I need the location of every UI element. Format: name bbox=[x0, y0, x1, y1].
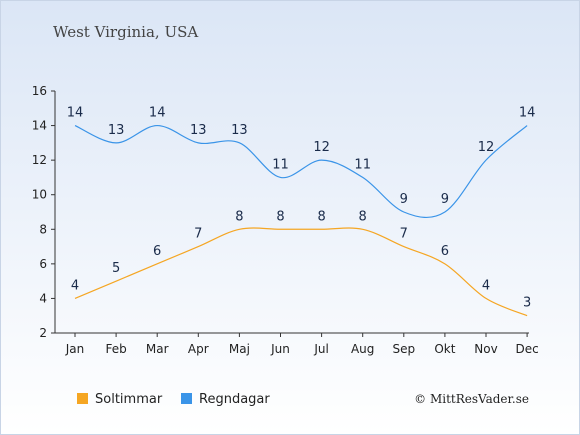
data-label-soltimmar: 4 bbox=[71, 278, 79, 293]
x-tick-label: Dec bbox=[515, 342, 538, 356]
x-tick-label: Jul bbox=[313, 342, 328, 356]
data-label-regndagar: 12 bbox=[313, 140, 330, 155]
data-label-regndagar: 9 bbox=[400, 192, 408, 207]
y-tick-label: 16 bbox=[32, 84, 47, 98]
y-tick-label: 2 bbox=[39, 326, 47, 340]
y-ticks: 2 4 6 8 10 12 14 16 bbox=[32, 84, 55, 340]
data-labels: 4 5 6 7 8 8 8 8 7 6 4 3 14 13 14 13 13 11 12 11 9 9 12 14 bbox=[67, 106, 536, 311]
legend-swatch-soltimmar bbox=[77, 393, 88, 404]
data-label-soltimmar: 8 bbox=[359, 209, 367, 224]
y-tick-label: 14 bbox=[32, 119, 47, 133]
data-label-regndagar: 11 bbox=[272, 157, 289, 172]
data-label-regndagar: 14 bbox=[149, 106, 166, 121]
data-label-soltimmar: 3 bbox=[523, 296, 531, 311]
data-label-regndagar: 13 bbox=[190, 123, 207, 138]
y-tick-label: 10 bbox=[32, 188, 47, 202]
data-label-soltimmar: 8 bbox=[276, 209, 284, 224]
chart-title: West Virginia, USA bbox=[53, 23, 198, 41]
data-label-soltimmar: 7 bbox=[194, 227, 202, 242]
y-tick-label: 12 bbox=[32, 153, 47, 167]
x-tick-label: Mar bbox=[146, 342, 169, 356]
legend-swatch-regndagar bbox=[181, 393, 192, 404]
data-label-soltimmar: 7 bbox=[400, 227, 408, 242]
x-tick-label: Jun bbox=[270, 342, 290, 356]
data-label-regndagar: 11 bbox=[354, 157, 371, 172]
x-tick-label: Maj bbox=[229, 342, 250, 356]
series-layer bbox=[74, 124, 528, 317]
legend: Soltimmar Regndagar bbox=[77, 392, 270, 407]
x-tick-label: Apr bbox=[188, 342, 209, 356]
x-tick-label: Sep bbox=[392, 342, 415, 356]
data-label-soltimmar: 8 bbox=[317, 209, 325, 224]
x-tick-label: Jan bbox=[65, 342, 85, 356]
x-tick-label: Feb bbox=[105, 342, 126, 356]
data-label-regndagar: 14 bbox=[519, 106, 536, 121]
series-line-soltimmar bbox=[74, 227, 528, 317]
data-label-soltimmar: 6 bbox=[441, 244, 449, 259]
data-label-regndagar: 12 bbox=[478, 140, 495, 155]
data-label-regndagar: 9 bbox=[441, 192, 449, 207]
legend-label-soltimmar: Soltimmar bbox=[95, 392, 163, 407]
data-label-regndagar: 13 bbox=[231, 123, 248, 138]
y-tick-label: 6 bbox=[39, 257, 47, 271]
data-label-regndagar: 14 bbox=[67, 106, 84, 121]
data-label-regndagar: 13 bbox=[108, 123, 125, 138]
x-ticks: Jan Feb Mar Apr Maj Jun Jul Aug Sep Okt Nov Dec bbox=[65, 333, 539, 356]
data-label-soltimmar: 4 bbox=[482, 278, 490, 293]
data-label-soltimmar: 5 bbox=[112, 261, 120, 276]
series-line-regndagar bbox=[74, 124, 528, 219]
x-tick-label: Aug bbox=[351, 342, 374, 356]
y-tick-label: 8 bbox=[39, 222, 47, 236]
x-tick-label: Okt bbox=[434, 342, 455, 356]
data-label-soltimmar: 8 bbox=[235, 209, 243, 224]
credit-text: © MittResVader.se bbox=[414, 392, 529, 406]
legend-label-regndagar: Regndagar bbox=[199, 392, 270, 407]
x-tick-label: Nov bbox=[474, 342, 497, 356]
data-label-soltimmar: 6 bbox=[153, 244, 161, 259]
y-tick-label: 4 bbox=[39, 291, 47, 305]
